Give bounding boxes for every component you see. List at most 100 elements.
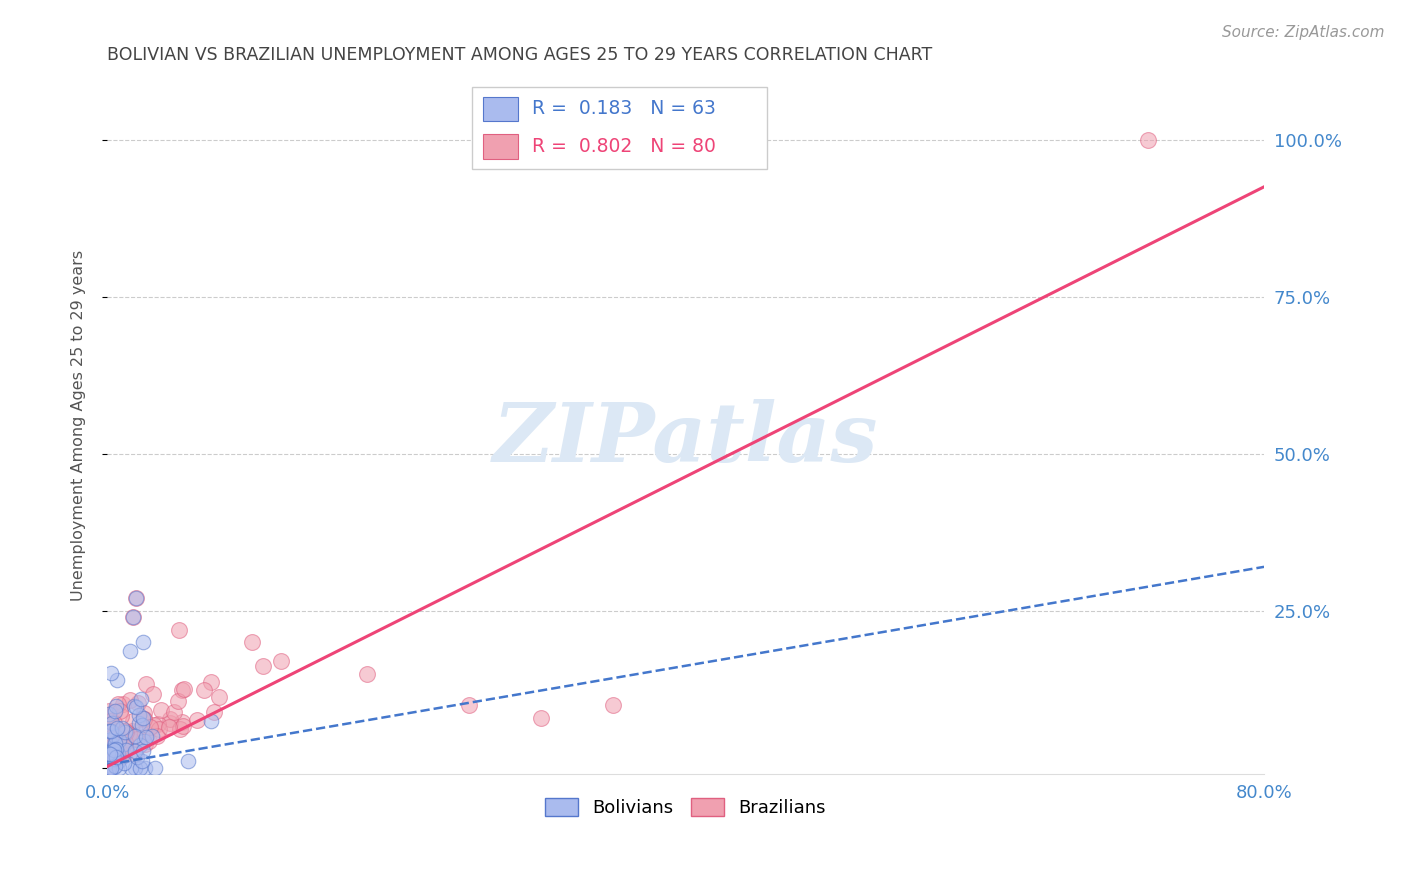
Point [105,751,128,765]
Point [108,733,131,747]
Point [121,724,143,739]
Point [186,713,208,727]
Point [107,754,129,768]
Point [103,706,125,720]
Point [134,761,156,775]
Point [111,722,134,736]
Point [103,739,125,754]
Point [105,699,128,714]
Point [240,635,263,649]
FancyBboxPatch shape [471,87,766,169]
Point [132,744,155,758]
Point [125,750,148,764]
Point [100,761,122,775]
Point [148,722,170,736]
Point [124,699,146,714]
Point [120,761,142,775]
Point [108,704,131,718]
Point [132,635,155,649]
Point [111,698,134,712]
Point [142,687,165,701]
Point [105,673,128,687]
Point [100,746,122,760]
Text: R =  0.183   N = 63: R = 0.183 N = 63 [531,99,716,119]
Point [141,729,163,743]
Point [193,683,215,698]
Point [131,691,153,706]
Point [98,761,121,775]
Point [129,738,152,752]
Point [167,693,190,707]
Point [107,747,129,762]
Point [124,744,146,758]
FancyBboxPatch shape [484,96,517,121]
Point [169,722,191,736]
Point [131,755,153,769]
Point [114,739,136,754]
Point [104,736,127,750]
Point [114,724,136,739]
Text: BOLIVIAN VS BRAZILIAN UNEMPLOYMENT AMONG AGES 25 TO 29 YEARS CORRELATION CHART: BOLIVIAN VS BRAZILIAN UNEMPLOYMENT AMONG… [107,46,932,64]
Point [143,761,166,775]
Point [101,743,124,757]
Point [121,714,143,729]
Point [104,729,127,743]
Point [204,706,226,720]
Point [135,731,157,745]
Point [132,706,155,720]
Point [101,761,124,775]
Point [127,697,149,711]
Point [105,742,128,756]
Point [132,712,155,726]
Point [150,703,173,717]
Point [112,732,135,747]
Point [134,712,156,726]
Point [132,711,155,725]
Point [112,737,135,751]
Point [97,761,120,775]
Point [112,747,135,762]
Point [131,718,153,732]
Point [97,757,120,772]
Point [98,714,121,729]
Point [125,591,148,606]
Point [146,729,169,743]
Point [120,693,142,707]
Point [135,677,157,691]
Point [98,704,121,718]
Point [124,747,146,761]
Point [146,716,169,731]
Point [96,739,118,753]
Point [103,742,125,756]
Text: Source: ZipAtlas.com: Source: ZipAtlas.com [1222,25,1385,40]
Point [134,726,156,740]
Point [270,654,292,668]
Point [118,727,141,741]
Point [356,666,378,681]
Point [128,716,150,731]
Point [103,752,125,766]
Point [170,714,193,729]
Point [98,723,121,738]
Point [252,659,274,673]
Point [110,708,132,723]
Point [105,747,128,761]
Point [107,722,129,736]
Point [100,739,122,754]
Point [98,748,121,763]
Point [125,591,148,606]
Point [134,737,156,751]
Point [200,675,222,690]
Point [159,715,181,730]
Point [118,644,141,658]
Point [111,747,134,761]
Point [108,750,131,764]
Point [1137,133,1160,147]
Point [128,761,150,775]
Point [128,708,150,723]
Text: R =  0.802   N = 80: R = 0.802 N = 80 [531,137,716,156]
Point [114,724,136,739]
Point [98,733,121,747]
Point [98,731,121,745]
Point [98,707,121,722]
